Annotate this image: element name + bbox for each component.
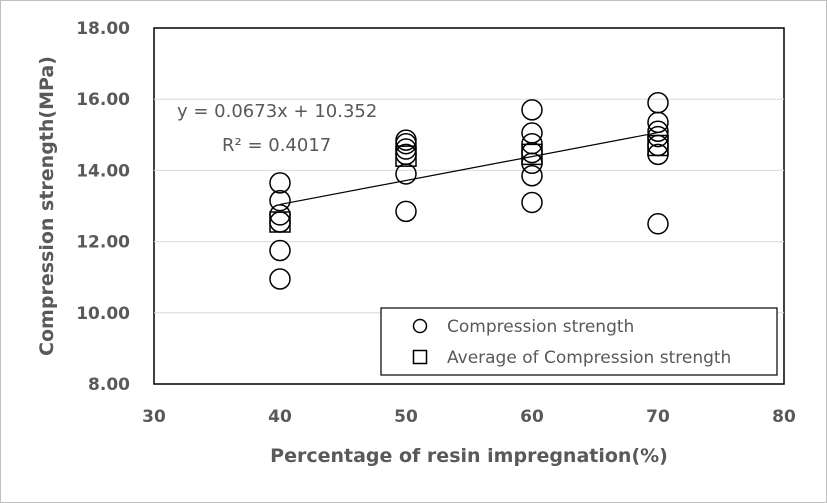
x-tick-label-2: 50 bbox=[394, 407, 418, 427]
x-tick-label-4: 70 bbox=[646, 407, 670, 427]
trendline-layer bbox=[279, 131, 659, 206]
x-axis-title: Percentage of resin impregnation(%) bbox=[270, 445, 668, 467]
legend-label-average: Average of Compression strength bbox=[447, 348, 731, 368]
compression-point-20 bbox=[647, 111, 669, 134]
y-tick-label-1: 10.00 bbox=[76, 304, 130, 324]
trendline-equation: y = 0.0673x + 10.352 bbox=[177, 101, 377, 122]
legend-label-compression-strength: Compression strength bbox=[447, 317, 634, 337]
compression-point-2 bbox=[269, 204, 291, 226]
trendline bbox=[279, 131, 659, 206]
data-points bbox=[269, 92, 669, 290]
compression-point-25 bbox=[647, 213, 669, 235]
y-tick-label-4: 16.00 bbox=[76, 90, 130, 110]
y-tick-label-5: 18.00 bbox=[76, 19, 130, 39]
compression-point-3 bbox=[269, 211, 291, 233]
compression-point-5 bbox=[269, 268, 291, 290]
y-tick-label-3: 14.00 bbox=[76, 161, 130, 181]
gridlines bbox=[154, 98, 784, 314]
x-tick-label-5: 80 bbox=[772, 407, 796, 427]
compression-point-8 bbox=[395, 138, 417, 160]
compression-point-18 bbox=[521, 191, 543, 214]
y-tick-label-2: 12.00 bbox=[76, 233, 130, 253]
x-tick-label-0: 30 bbox=[142, 407, 166, 427]
x-axis-ticks: 30 40 50 60 70 80 bbox=[142, 407, 796, 427]
legend: Compression strength Average of Compress… bbox=[380, 307, 778, 376]
legend-marker-average bbox=[412, 349, 428, 365]
compression-point-4 bbox=[269, 239, 291, 262]
y-axis-ticks: 8.00 10.00 12.00 14.00 16.00 18.00 bbox=[76, 19, 130, 395]
legend-box bbox=[380, 307, 778, 376]
compression-point-1 bbox=[269, 189, 291, 212]
compression-point-7 bbox=[395, 132, 417, 155]
compression-point-19 bbox=[647, 92, 669, 114]
y-tick-label-0: 8.00 bbox=[88, 375, 130, 395]
compression-point-24 bbox=[647, 143, 669, 166]
compression-point-16 bbox=[521, 152, 543, 175]
compression-point-11 bbox=[395, 200, 417, 223]
x-tick-label-1: 40 bbox=[268, 407, 292, 427]
compression-point-23 bbox=[647, 134, 669, 157]
y-axis-title: Compression strength(MPa) bbox=[36, 56, 58, 356]
compression-point-10 bbox=[395, 163, 417, 185]
x-tick-label-3: 60 bbox=[520, 407, 544, 427]
legend-marker-compression-strength bbox=[412, 318, 428, 334]
compression-point-12 bbox=[521, 99, 543, 121]
compression-point-15 bbox=[521, 141, 543, 164]
compression-point-21 bbox=[647, 120, 669, 142]
r-squared-label: R² = 0.4017 bbox=[222, 135, 331, 156]
plot-border bbox=[153, 27, 785, 385]
compression-point-0 bbox=[269, 172, 291, 194]
compression-point-17 bbox=[521, 164, 543, 187]
compression-point-22 bbox=[647, 125, 669, 148]
